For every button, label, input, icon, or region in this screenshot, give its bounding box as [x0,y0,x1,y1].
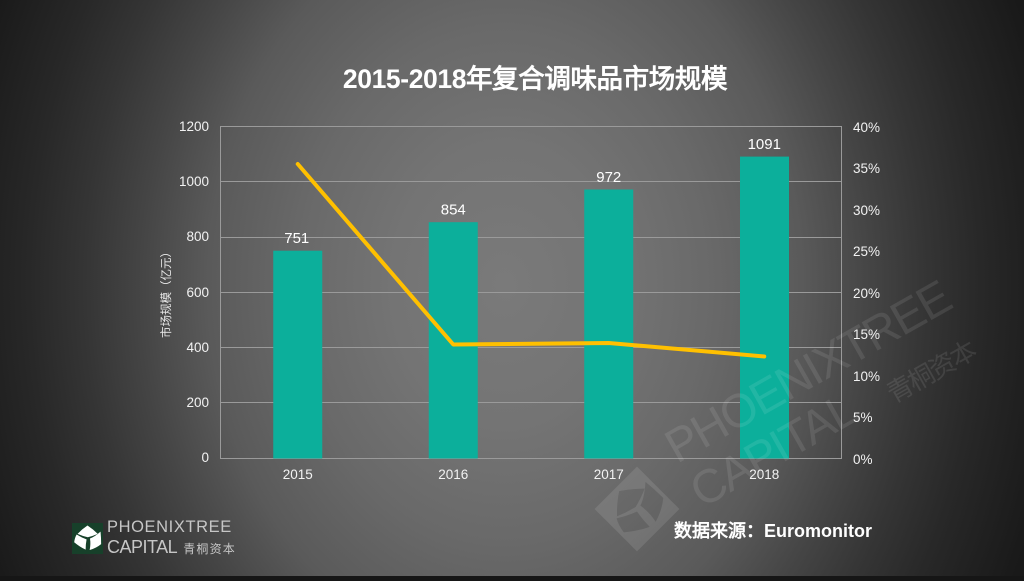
svg-text:751: 751 [284,230,309,247]
svg-text:2016: 2016 [438,467,468,482]
svg-text:0: 0 [201,450,209,465]
svg-text:972: 972 [596,169,621,186]
svg-text:2015: 2015 [283,467,313,482]
svg-text:1200: 1200 [179,119,209,134]
svg-text:1000: 1000 [179,174,209,189]
svg-text:市场规模（亿元）: 市场规模（亿元） [159,246,173,338]
svg-text:2018: 2018 [749,467,779,482]
svg-text:1091: 1091 [748,136,781,153]
svg-text:400: 400 [186,340,209,355]
svg-text:2017: 2017 [594,467,624,482]
svg-text:854: 854 [441,202,466,219]
svg-text:600: 600 [186,285,209,300]
svg-text:800: 800 [186,229,209,244]
svg-text:200: 200 [186,395,209,410]
